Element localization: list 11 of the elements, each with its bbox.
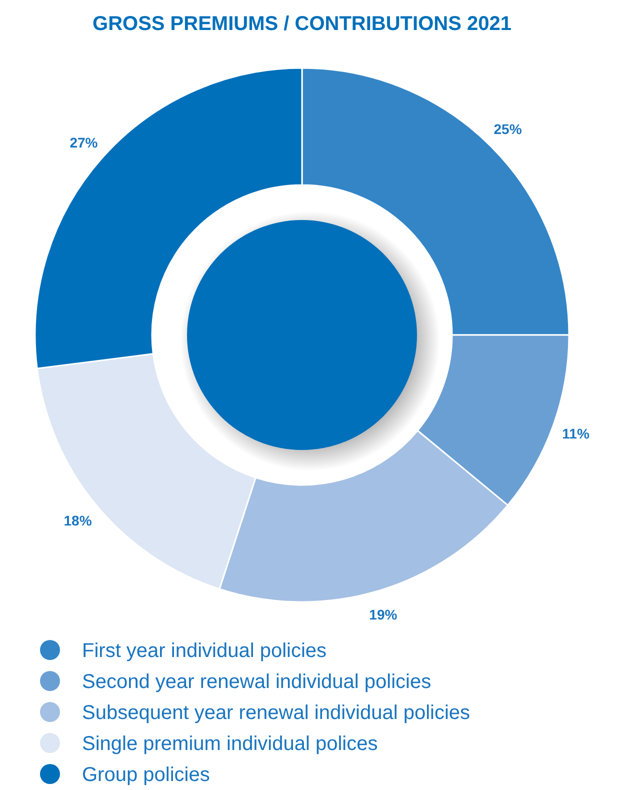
legend-label: Group policies xyxy=(82,764,210,786)
data-label: 18% xyxy=(64,512,92,528)
legend-label: Second year renewal individual policies xyxy=(82,671,432,693)
data-label: 19% xyxy=(369,606,398,622)
data-label: 11% xyxy=(562,426,590,442)
legend-label: Single premium individual polices xyxy=(82,733,378,755)
data-label: 27% xyxy=(70,134,98,151)
legend-label: Subsequent year renewal individual policies xyxy=(82,702,470,724)
legend-label: First year individual policies xyxy=(82,640,327,662)
chart-title: GROSS PREMIUMS / CONTRIBUTIONS 2021 xyxy=(92,13,512,35)
data-label: 25% xyxy=(494,121,522,138)
